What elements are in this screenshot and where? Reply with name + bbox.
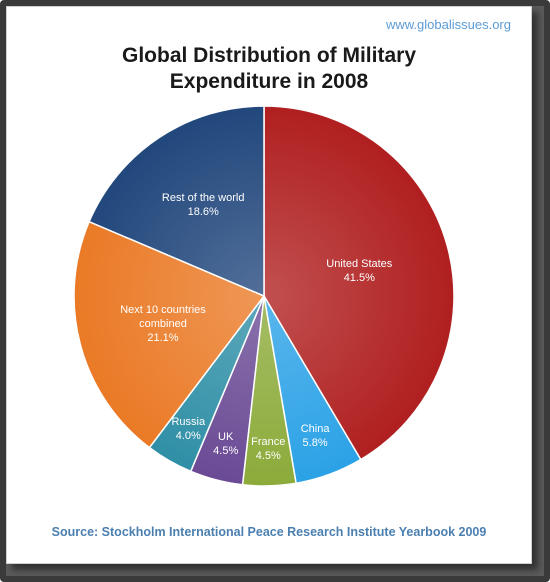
pie-slice-rest-of-the-world [88,105,265,298]
slice-label-russia: Russia 4.0% [171,416,206,442]
slice-label-uk: UK 4.5% [213,431,238,457]
slice-label-next-10-countries-combined: Next 10 countries combined 21.1% [120,304,206,344]
chart-title: Global Distribution of Military Expendit… [7,43,531,95]
pie-slices [73,105,455,487]
pie-slice-next-10-countries-combined [73,220,266,449]
slice-label-united-states: United States 41.5% [326,258,393,284]
source-note: Source: Stockholm International Peace Re… [51,525,487,539]
chart-title-line-1: Global Distribution of Military [122,44,416,67]
pie-slice-united-states [263,105,455,461]
pie-chart: United States 41.5% China 5.8% France 4.5% UK 4… [73,105,455,487]
slice-label-rest-of-the-world: Rest of the world 18.6% [162,192,245,218]
slice-label-france: France 4.5% [251,436,285,462]
pie-labels: United States 41.5% China 5.8% France 4.5% UK 4… [120,192,393,462]
slice-label-china: China 5.8% [301,423,331,449]
watermark-link[interactable]: www.globalissues.org [385,17,511,32]
chart-card: www.globalissues.org Global Distribution… [6,6,532,564]
chart-title-line-2: Expenditure in 2008 [169,70,369,93]
